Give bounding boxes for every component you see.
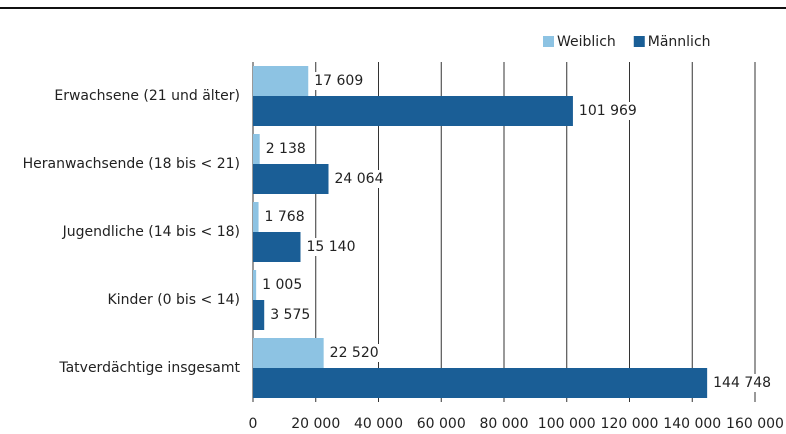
bar bbox=[253, 368, 708, 398]
x-tick-label: 0 bbox=[249, 416, 258, 432]
label-bg bbox=[710, 374, 775, 392]
value-label: 101 969 bbox=[579, 103, 637, 119]
x-tick-label: 140 000 bbox=[663, 416, 721, 432]
value-label: 144 748 bbox=[713, 375, 771, 391]
bar bbox=[253, 96, 573, 126]
bar bbox=[253, 300, 265, 330]
x-tick-label: 160 000 bbox=[726, 416, 784, 432]
value-label: 3 575 bbox=[270, 307, 310, 323]
x-tick-label: 20 000 bbox=[291, 416, 340, 432]
label-bg bbox=[259, 276, 306, 294]
value-label: 15 140 bbox=[307, 239, 356, 255]
x-tick-label: 120 000 bbox=[601, 416, 659, 432]
label-bg bbox=[311, 72, 367, 90]
label-bg bbox=[267, 306, 314, 324]
category-label: Heranwachsende (18 bis < 21) bbox=[23, 156, 240, 172]
value-label: 1 005 bbox=[262, 277, 302, 293]
category-label: Erwachsene (21 und älter) bbox=[54, 88, 240, 104]
bar bbox=[253, 232, 301, 262]
bar bbox=[253, 270, 257, 300]
category-label: Kinder (0 bis < 14) bbox=[108, 292, 240, 308]
legend-label: Männlich bbox=[648, 34, 711, 50]
category-label: Tatverdächtige insgesamt bbox=[58, 360, 240, 376]
bar bbox=[253, 134, 260, 164]
legend-swatch bbox=[543, 36, 554, 47]
value-label: 24 064 bbox=[335, 171, 384, 187]
label-bg bbox=[261, 208, 308, 226]
label-bg bbox=[575, 102, 640, 120]
legend-label: Weiblich bbox=[557, 34, 616, 50]
x-tick-label: 80 000 bbox=[480, 416, 529, 432]
value-label: 1 768 bbox=[265, 209, 305, 225]
bar bbox=[253, 338, 324, 368]
x-tick-label: 60 000 bbox=[417, 416, 466, 432]
bar bbox=[253, 164, 329, 194]
bar bbox=[253, 202, 259, 232]
value-label: 17 609 bbox=[314, 73, 363, 89]
label-bg bbox=[331, 170, 387, 188]
label-bg bbox=[326, 344, 382, 362]
value-label: 22 520 bbox=[330, 345, 379, 361]
x-tick-label: 100 000 bbox=[538, 416, 596, 432]
legend-swatch bbox=[633, 36, 645, 47]
bar bbox=[253, 66, 309, 96]
label-bg bbox=[303, 238, 359, 256]
label-bg bbox=[262, 140, 309, 158]
x-tick-label: 40 000 bbox=[354, 416, 403, 432]
category-label: Jugendliche (14 bis < 18) bbox=[62, 224, 240, 240]
value-label: 2 138 bbox=[266, 141, 306, 157]
